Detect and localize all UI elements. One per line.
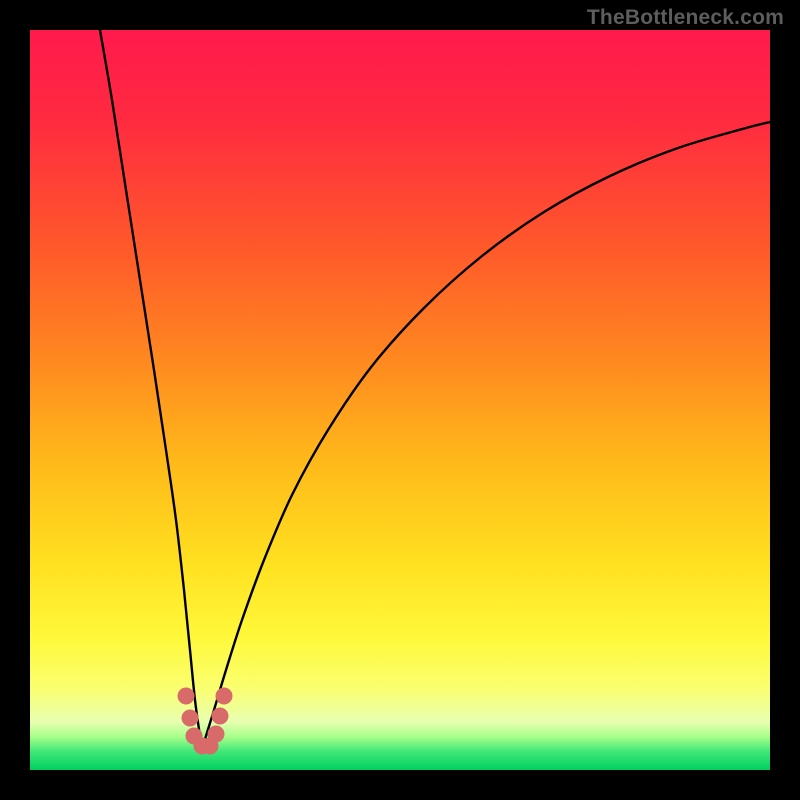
chart-frame: TheBottleneck.com <box>0 0 800 800</box>
plot-area <box>30 30 770 770</box>
watermark: TheBottleneck.com <box>587 6 784 30</box>
data-marker <box>178 688 195 705</box>
data-marker <box>216 688 233 705</box>
gradient-background <box>30 30 770 770</box>
data-marker <box>212 708 229 725</box>
bottleneck-chart <box>30 30 770 770</box>
data-marker <box>208 726 225 743</box>
data-marker <box>182 710 199 727</box>
